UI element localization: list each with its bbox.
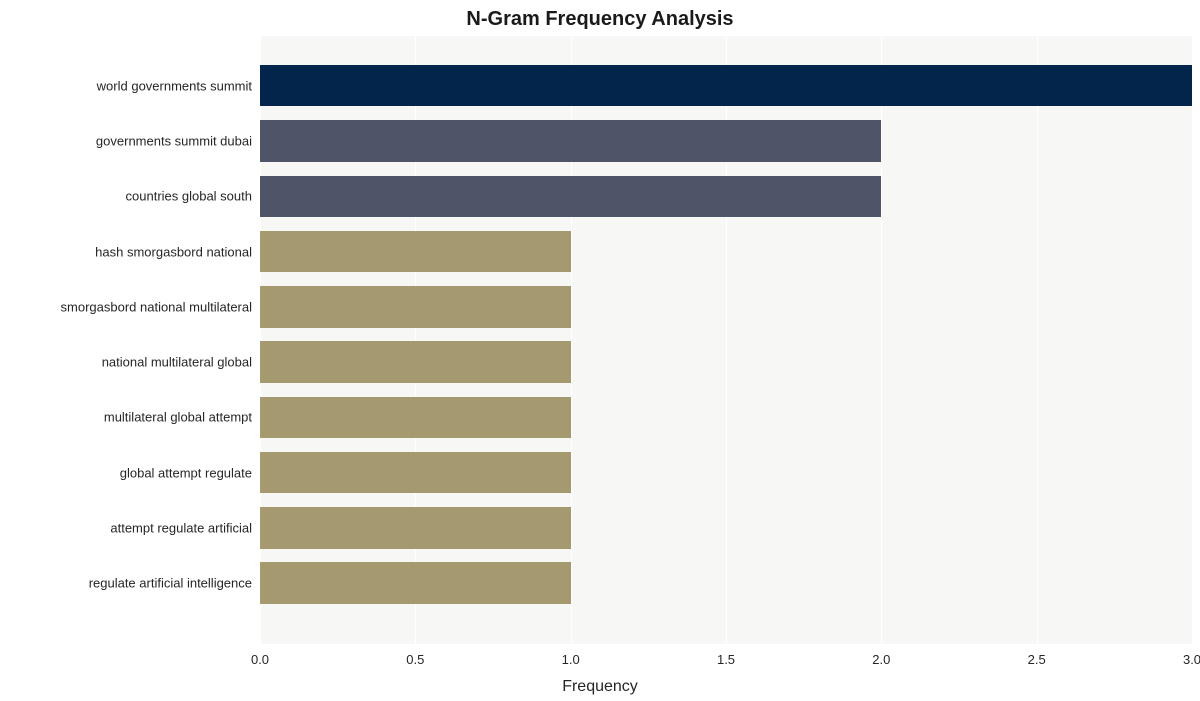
bar [260, 452, 571, 493]
bar-row [260, 562, 1192, 603]
bar-row [260, 231, 1192, 272]
bar [260, 176, 881, 217]
bar-row [260, 397, 1192, 438]
x-tick-label: 3.0 [1183, 644, 1200, 667]
y-tick-label: global attempt regulate [120, 465, 260, 480]
y-tick-label: multilateral global attempt [104, 410, 260, 425]
chart-title: N-Gram Frequency Analysis [0, 8, 1200, 31]
bar-row [260, 507, 1192, 548]
bar [260, 562, 571, 603]
bar [260, 231, 571, 272]
bar-row [260, 65, 1192, 106]
bar [260, 65, 1192, 106]
bar [260, 120, 881, 161]
x-tick-label: 0.5 [406, 644, 424, 667]
y-tick-label: attempt regulate artificial [110, 520, 260, 535]
y-tick-label: national multilateral global [102, 355, 260, 370]
x-axis-label: Frequency [0, 678, 1200, 696]
y-tick-label: governments summit dubai [96, 134, 260, 149]
bar-row [260, 286, 1192, 327]
bar-row [260, 341, 1192, 382]
bar [260, 507, 571, 548]
x-tick-label: 0.0 [251, 644, 269, 667]
x-tick-label: 1.5 [717, 644, 735, 667]
bar-row [260, 120, 1192, 161]
bar-row [260, 176, 1192, 217]
y-tick-label: world governments summit [97, 78, 260, 93]
y-tick-label: regulate artificial intelligence [89, 576, 260, 591]
plot-area: 0.00.51.01.52.02.53.0world governments s… [260, 36, 1192, 644]
gridline [1192, 36, 1193, 644]
x-tick-label: 2.0 [872, 644, 890, 667]
bar [260, 397, 571, 438]
x-tick-label: 2.5 [1028, 644, 1046, 667]
bar-row [260, 452, 1192, 493]
bar [260, 286, 571, 327]
y-tick-label: countries global south [126, 189, 260, 204]
ngram-frequency-chart: N-Gram Frequency Analysis 0.00.51.01.52.… [0, 0, 1200, 701]
bar [260, 341, 571, 382]
x-tick-label: 1.0 [562, 644, 580, 667]
y-tick-label: hash smorgasbord national [95, 244, 260, 259]
y-tick-label: smorgasbord national multilateral [61, 299, 260, 314]
